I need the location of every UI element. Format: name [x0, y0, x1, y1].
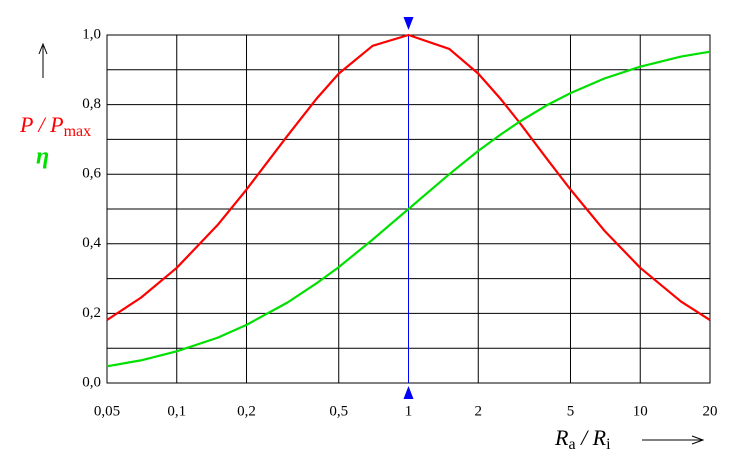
x-label-sub: i	[606, 436, 611, 453]
x-label-sub: a	[568, 436, 575, 453]
x-label-part: R	[554, 425, 569, 450]
x-tick-label: 0,5	[329, 403, 348, 419]
y-tick-label: 0,0	[82, 374, 101, 390]
x-tick-label: 2	[475, 403, 483, 419]
x-label-part: / R	[576, 425, 607, 450]
x-tick-label: 10	[633, 403, 648, 419]
series-1-label: η	[36, 144, 49, 170]
x-arrow-head	[691, 435, 705, 445]
series-line	[106, 33, 711, 321]
series-0-name-sub: max	[64, 123, 92, 140]
series-0-name: P / P	[19, 112, 64, 137]
x-tick-label: 1	[405, 403, 413, 419]
x-tick-label: 0,1	[167, 403, 186, 419]
x-tick-label: 0,05	[94, 403, 120, 419]
x-axis-label: Ra / Ri	[554, 425, 611, 453]
y-tick-label: 0,4	[82, 235, 101, 251]
x-tick-label: 20	[703, 403, 718, 419]
y-tick-label: 1,0	[82, 26, 101, 42]
y-tick-label: 0,2	[82, 305, 101, 321]
y-arrow-head	[38, 42, 48, 55]
marker-top	[403, 17, 414, 30]
y-tick-label: 0,8	[82, 96, 101, 112]
x-tick-label: 0,2	[237, 403, 256, 419]
marker-bottom	[403, 386, 414, 399]
y-tick-label: 0,6	[82, 166, 101, 182]
series-line	[106, 50, 711, 368]
series-0-label: P / Pmax	[19, 112, 91, 140]
x-tick-label: 5	[567, 403, 575, 419]
